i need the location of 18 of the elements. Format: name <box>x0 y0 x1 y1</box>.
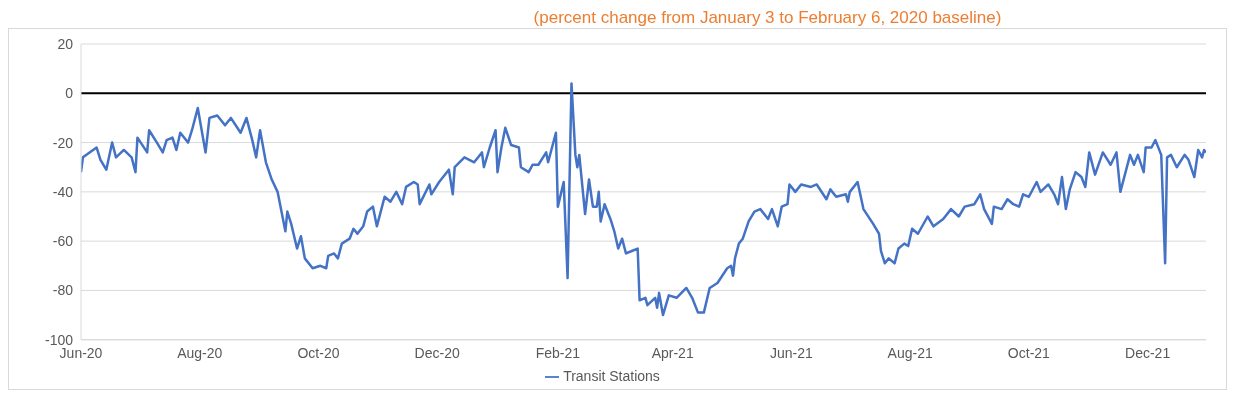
y-tick-label: -20 <box>52 134 74 151</box>
x-tick-label: Dec-20 <box>414 344 460 361</box>
y-tick-label: 20 <box>57 35 74 52</box>
x-tick-label: Dec-21 <box>1125 344 1171 361</box>
x-tick-label: Aug-21 <box>887 344 933 361</box>
x-tick-label: Oct-20 <box>297 344 340 361</box>
y-tick-label: -60 <box>52 233 74 250</box>
legend-label: Transit Stations <box>563 367 660 384</box>
y-tick-label: 0 <box>65 85 74 102</box>
y-tick-label: -80 <box>52 282 74 299</box>
chart-subtitle: (percent change from January 3 to February 6, 2020 baseline) <box>532 8 1003 28</box>
x-tick-label: Feb-21 <box>535 344 581 361</box>
x-tick-label: Aug-20 <box>177 344 223 361</box>
y-tick-label: -40 <box>52 183 74 200</box>
x-tick-label: Oct-21 <box>1007 344 1051 361</box>
x-tick-label: Apr-21 <box>651 344 694 361</box>
x-tick-label: Jun-21 <box>770 344 814 361</box>
line-series <box>81 82 1206 317</box>
